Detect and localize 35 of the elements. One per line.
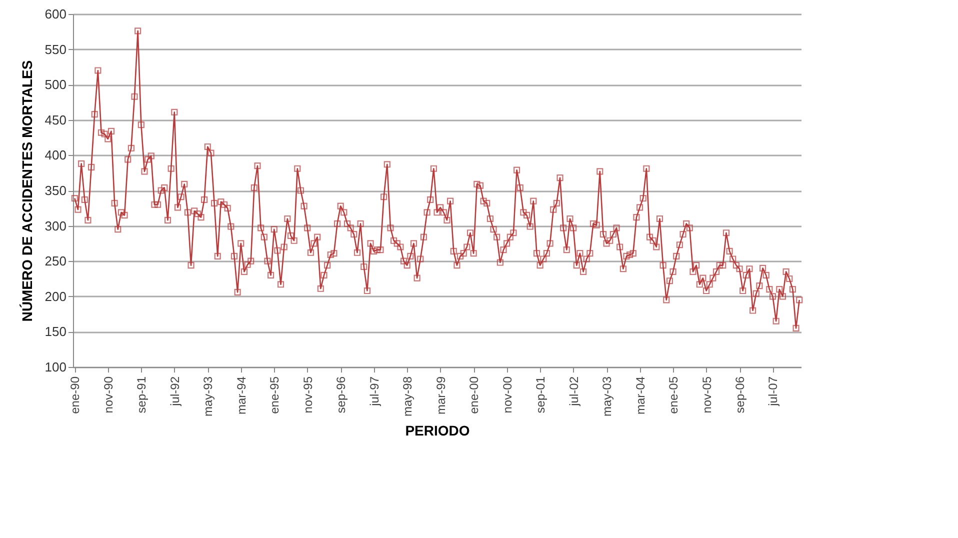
x-tick-label: mar-04 xyxy=(633,376,648,415)
x-tick-label: sep-01 xyxy=(534,376,548,414)
x-tick-label: nov-05 xyxy=(700,376,714,414)
x-tick-label: nov-90 xyxy=(101,376,116,414)
y-tick-label: 200 xyxy=(44,288,66,304)
x-tick-label: mar-99 xyxy=(434,376,448,415)
x-tick-label: mar-94 xyxy=(234,376,248,415)
x-tick-label: sep-91 xyxy=(134,376,149,414)
y-tick-label: 550 xyxy=(44,42,66,57)
x-tick-label: may-93 xyxy=(201,376,216,417)
x-tick-label: ene-95 xyxy=(268,376,282,414)
y-axis-title: NÚMERO DE ACCIDENTES MORTALES xyxy=(18,60,35,322)
y-tick-label: 250 xyxy=(44,254,66,269)
x-tick-label: ene-05 xyxy=(666,376,681,414)
x-tick-label: nov-00 xyxy=(500,376,514,414)
y-tick-label: 100 xyxy=(44,360,66,374)
y-tick-label: 150 xyxy=(44,324,66,340)
x-tick-label: ene-90 xyxy=(68,376,82,414)
x-tick-label: jul-92 xyxy=(168,376,182,407)
y-tick-label: 400 xyxy=(44,148,66,163)
y-tick-label: 500 xyxy=(44,77,66,92)
x-tick-label: jul-02 xyxy=(566,376,581,407)
y-tick-label: 450 xyxy=(44,112,66,128)
x-axis-title: PERIODO xyxy=(405,422,470,439)
y-tick-label: 300 xyxy=(44,218,66,234)
y-tick-label: 350 xyxy=(44,183,66,198)
x-tick-label: sep-06 xyxy=(733,376,747,414)
y-tick-label: 600 xyxy=(44,6,66,22)
x-tick-label: ene-00 xyxy=(467,376,482,414)
x-tick-label: jul-97 xyxy=(367,376,382,407)
x-tick-label: jul-07 xyxy=(766,376,780,407)
x-tick-label: may-98 xyxy=(400,376,415,417)
x-tick-label: sep-96 xyxy=(334,376,348,414)
x-tick-label: may-03 xyxy=(600,376,614,417)
x-tick-label: nov-95 xyxy=(300,376,315,414)
